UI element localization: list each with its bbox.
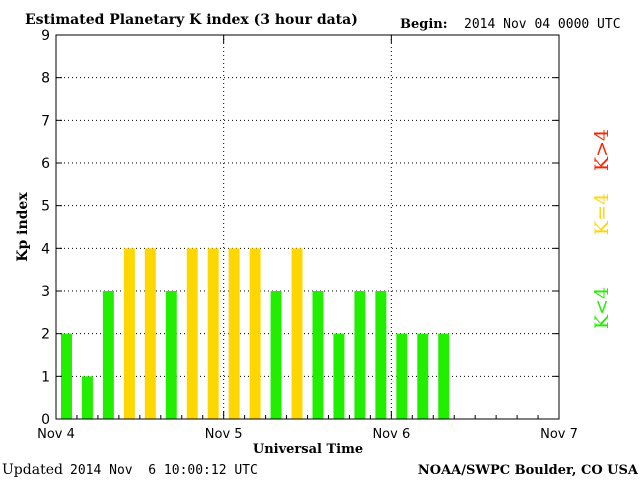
kp-bar	[312, 291, 324, 419]
x-tick-label: Nov 5	[205, 427, 243, 442]
y-axis-label: Kp index	[15, 192, 31, 262]
kp-bar	[396, 333, 408, 419]
legend-item: K<4	[591, 287, 613, 329]
kp-bar	[249, 248, 261, 419]
y-tick-label: 8	[41, 71, 50, 87]
y-tick-label: 5	[41, 199, 50, 215]
kp-bar	[270, 291, 282, 419]
bar-series	[61, 248, 450, 419]
kp-bar	[165, 291, 177, 419]
kp-bar	[291, 248, 303, 419]
begin-value: 2014 Nov 04 0000 UTC	[464, 17, 621, 32]
kp-bar	[354, 291, 366, 419]
x-axis-ticks: Nov 4 Nov 5 Nov 6 Nov 7	[37, 35, 578, 442]
credit-label: NOAA/SWPC Boulder, CO USA	[418, 463, 639, 478]
y-tick-label: 0	[41, 412, 50, 428]
legend-item: K>4	[591, 129, 613, 171]
y-tick-label: 7	[41, 113, 50, 129]
begin-label: Begin:	[400, 17, 448, 32]
kp-bar	[375, 291, 387, 419]
kp-bar	[61, 333, 72, 419]
kp-bar	[417, 333, 429, 419]
kp-bar	[207, 248, 219, 419]
y-tick-label: 6	[41, 156, 50, 172]
y-tick-label: 9	[41, 28, 50, 44]
legend: K<4 K=4 K>4	[591, 129, 613, 329]
x-tick-label: Nov 6	[372, 427, 410, 442]
grid-lines	[56, 34, 559, 419]
y-tick-label: 1	[41, 369, 50, 385]
kp-bar	[438, 333, 450, 419]
y-tick-label: 2	[41, 327, 50, 343]
y-tick-label: 3	[41, 284, 50, 300]
kp-bar	[186, 248, 198, 419]
y-tick-label: 4	[41, 241, 50, 257]
x-tick-label: Nov 4	[37, 427, 75, 442]
x-tick-label: Nov 7	[540, 427, 578, 442]
x-axis-label: Universal Time	[253, 442, 363, 457]
kp-bar	[81, 376, 93, 419]
legend-item: K=4	[591, 193, 613, 235]
updated-value: 2014 Nov 6 10:00:12 UTC	[70, 463, 258, 478]
kp-bar	[333, 333, 345, 419]
y-axis-ticks: 0 1 2 3 4 5 6 7 8 9	[41, 28, 559, 428]
kp-bar	[144, 248, 156, 419]
kp-bar	[102, 291, 114, 419]
kp-bar	[123, 248, 135, 419]
updated-label: Updated	[2, 462, 63, 478]
chart-title: Estimated Planetary K index (3 hour data…	[25, 12, 358, 28]
kp-bar	[228, 248, 240, 419]
